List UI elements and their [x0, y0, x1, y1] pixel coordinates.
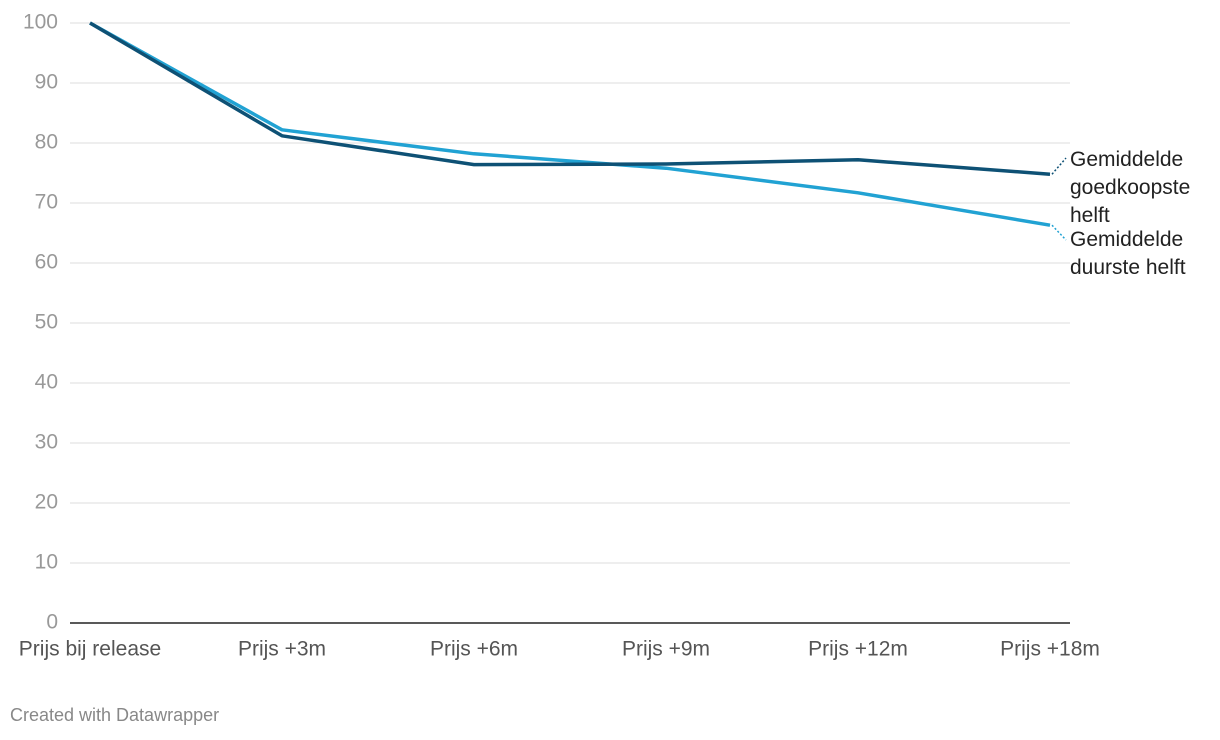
y-tick-label: 70 — [35, 191, 58, 214]
y-tick-label: 30 — [35, 431, 58, 454]
y-tick-label: 10 — [35, 551, 58, 574]
x-tick-label: Prijs +12m — [808, 638, 908, 661]
x-tick-label: Prijs +6m — [430, 638, 518, 661]
series-line — [89, 21, 1051, 176]
series-label: Gemiddelde duurste helft — [1070, 228, 1186, 279]
x-tick-label: Prijs +9m — [622, 638, 710, 661]
y-tick-label: 40 — [35, 371, 58, 394]
x-tick-label: Prijs +18m — [1000, 638, 1100, 661]
y-tick-label: 60 — [35, 251, 58, 274]
y-tick-label: 90 — [35, 71, 58, 94]
y-tick-label: 0 — [46, 611, 58, 634]
y-tick-label: 100 — [23, 11, 58, 34]
y-tick-label: 50 — [35, 311, 58, 334]
x-tick-label: Prijs bij release — [19, 638, 161, 661]
y-tick-label: 80 — [35, 131, 58, 154]
chart: 0 10 20 30 40 50 60 70 80 90 100 Prijs bij release P… — [19, 11, 1100, 661]
label-connector — [1051, 224, 1067, 241]
y-tick-label: 20 — [35, 491, 58, 514]
label-connector — [1051, 157, 1067, 175]
x-tick-label: Prijs +3m — [238, 638, 326, 661]
credit: Created with Datawrapper — [10, 705, 220, 725]
series-line — [89, 21, 1051, 227]
series-label: Gemiddelde goedkoopste helft — [1070, 148, 1191, 227]
